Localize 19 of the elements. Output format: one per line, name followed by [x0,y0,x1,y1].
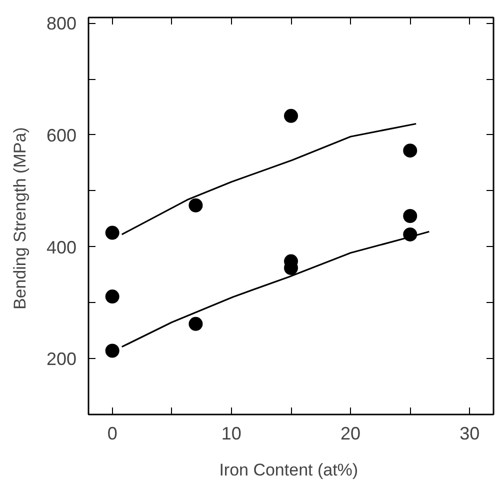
point [284,108,298,123]
point [403,209,418,223]
y-axis-title: Bending Strength (MPa) [10,127,30,310]
point [188,316,203,331]
line-series [121,122,417,236]
x-axis-title: Iron Content (at%) [219,460,358,480]
point [105,226,120,240]
y-tick-label: 400 [46,237,77,258]
point [105,344,120,358]
x-tick-label: 30 [460,424,480,444]
x-tick-label: 20 [340,424,361,444]
point [105,290,120,304]
x-tick-label: 10 [221,424,242,444]
y-tick-label: 800 [46,14,77,34]
y-tick-label: 200 [46,349,77,370]
point [188,198,203,212]
point [403,144,418,158]
x-tick-label: 0 [107,424,118,444]
y-tick-label: 600 [46,125,77,146]
